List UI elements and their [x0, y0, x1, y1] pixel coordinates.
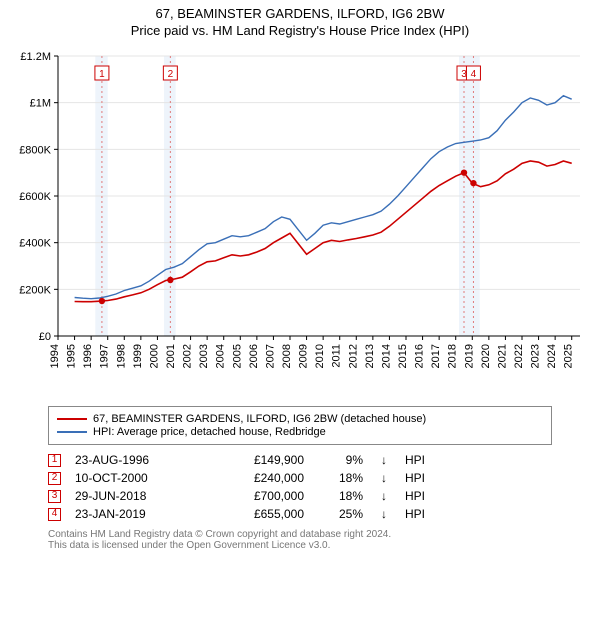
svg-text:£800K: £800K	[19, 144, 51, 156]
transaction-marker: 1	[48, 454, 61, 467]
transaction-pct: 25%	[318, 507, 363, 521]
transaction-row: 3 29-JUN-2018 £700,000 18% ↓ HPI	[48, 487, 552, 505]
svg-text:2002: 2002	[182, 344, 194, 368]
transaction-pct: 18%	[318, 489, 363, 503]
chart-header: 67, BEAMINSTER GARDENS, ILFORD, IG6 2BW …	[0, 0, 600, 38]
svg-text:2022: 2022	[513, 344, 525, 368]
legend-swatch	[57, 431, 87, 433]
svg-text:£200K: £200K	[19, 284, 51, 296]
svg-text:2001: 2001	[165, 344, 177, 368]
transaction-price: £655,000	[214, 507, 304, 521]
svg-text:2017: 2017	[430, 344, 442, 368]
svg-text:2021: 2021	[496, 344, 508, 368]
svg-text:2008: 2008	[281, 344, 293, 368]
svg-text:£600K: £600K	[19, 191, 51, 203]
svg-text:2013: 2013	[364, 344, 376, 368]
down-arrow-icon: ↓	[377, 471, 391, 485]
svg-text:£400K: £400K	[19, 238, 51, 250]
down-arrow-icon: ↓	[377, 453, 391, 467]
transaction-compare: HPI	[405, 471, 433, 485]
transaction-row: 1 23-AUG-1996 £149,900 9% ↓ HPI	[48, 451, 552, 469]
svg-text:1998: 1998	[115, 344, 127, 368]
svg-text:2025: 2025	[563, 344, 575, 368]
transaction-compare: HPI	[405, 489, 433, 503]
svg-text:2010: 2010	[314, 344, 326, 368]
transaction-price: £240,000	[214, 471, 304, 485]
footer-attribution: Contains HM Land Registry data © Crown c…	[48, 529, 552, 551]
svg-text:2011: 2011	[331, 344, 343, 368]
svg-text:£1.2M: £1.2M	[20, 51, 51, 63]
svg-text:1: 1	[99, 69, 105, 80]
legend-swatch	[57, 418, 87, 420]
svg-text:2000: 2000	[148, 344, 160, 368]
transaction-marker: 2	[48, 472, 61, 485]
svg-text:2016: 2016	[414, 344, 426, 368]
svg-text:£0: £0	[39, 331, 51, 343]
chart-title: 67, BEAMINSTER GARDENS, ILFORD, IG6 2BW	[0, 6, 600, 21]
svg-text:1994: 1994	[49, 344, 61, 368]
svg-text:1999: 1999	[132, 344, 144, 368]
transaction-date: 10-OCT-2000	[75, 471, 200, 485]
svg-text:2023: 2023	[530, 344, 542, 368]
legend-label: 67, BEAMINSTER GARDENS, ILFORD, IG6 2BW …	[93, 413, 426, 425]
svg-text:4: 4	[471, 69, 477, 80]
transaction-pct: 18%	[318, 471, 363, 485]
transaction-price: £149,900	[214, 453, 304, 467]
chart-svg: £0 £200K £400K £600K £800K £1M £1.2M 1994 1995 19…	[10, 46, 590, 396]
svg-text:2009: 2009	[298, 344, 310, 368]
svg-text:2020: 2020	[480, 344, 492, 368]
svg-text:2003: 2003	[198, 344, 210, 368]
legend-label: HPI: Average price, detached house, Redb…	[93, 426, 326, 438]
transaction-marker: 3	[48, 490, 61, 503]
legend: 67, BEAMINSTER GARDENS, ILFORD, IG6 2BW …	[48, 406, 552, 445]
svg-text:1996: 1996	[82, 344, 94, 368]
svg-text:2015: 2015	[397, 344, 409, 368]
chart-subtitle: Price paid vs. HM Land Registry's House …	[0, 23, 600, 38]
transaction-pct: 9%	[318, 453, 363, 467]
legend-item: 67, BEAMINSTER GARDENS, ILFORD, IG6 2BW …	[57, 413, 543, 425]
price-chart: £0 £200K £400K £600K £800K £1M £1.2M 1994 1995 19…	[10, 46, 590, 396]
legend-item: HPI: Average price, detached house, Redb…	[57, 426, 543, 438]
transaction-date: 29-JUN-2018	[75, 489, 200, 503]
transactions-table: 1 23-AUG-1996 £149,900 9% ↓ HPI 2 10-OCT-2000 £2…	[48, 451, 552, 523]
svg-text:2024: 2024	[546, 344, 558, 368]
footer-line-2: This data is licensed under the Open Gov…	[48, 540, 552, 551]
transaction-compare: HPI	[405, 453, 433, 467]
svg-text:2007: 2007	[264, 344, 276, 368]
transaction-compare: HPI	[405, 507, 433, 521]
svg-text:2: 2	[168, 69, 174, 80]
down-arrow-icon: ↓	[377, 489, 391, 503]
svg-text:2019: 2019	[463, 344, 475, 368]
svg-text:2012: 2012	[347, 344, 359, 368]
transaction-marker: 4	[48, 508, 61, 521]
svg-text:1995: 1995	[66, 344, 78, 368]
svg-text:2006: 2006	[248, 344, 260, 368]
footer-line-1: Contains HM Land Registry data © Crown c…	[48, 529, 552, 540]
transaction-row: 2 10-OCT-2000 £240,000 18% ↓ HPI	[48, 469, 552, 487]
svg-text:2004: 2004	[215, 344, 227, 368]
transaction-date: 23-JAN-2019	[75, 507, 200, 521]
transaction-date: 23-AUG-1996	[75, 453, 200, 467]
svg-text:1997: 1997	[99, 344, 111, 368]
svg-text:2014: 2014	[380, 344, 392, 368]
transaction-row: 4 23-JAN-2019 £655,000 25% ↓ HPI	[48, 505, 552, 523]
svg-text:£1M: £1M	[30, 98, 51, 110]
svg-text:2005: 2005	[231, 344, 243, 368]
down-arrow-icon: ↓	[377, 507, 391, 521]
transaction-price: £700,000	[214, 489, 304, 503]
svg-text:2018: 2018	[447, 344, 459, 368]
